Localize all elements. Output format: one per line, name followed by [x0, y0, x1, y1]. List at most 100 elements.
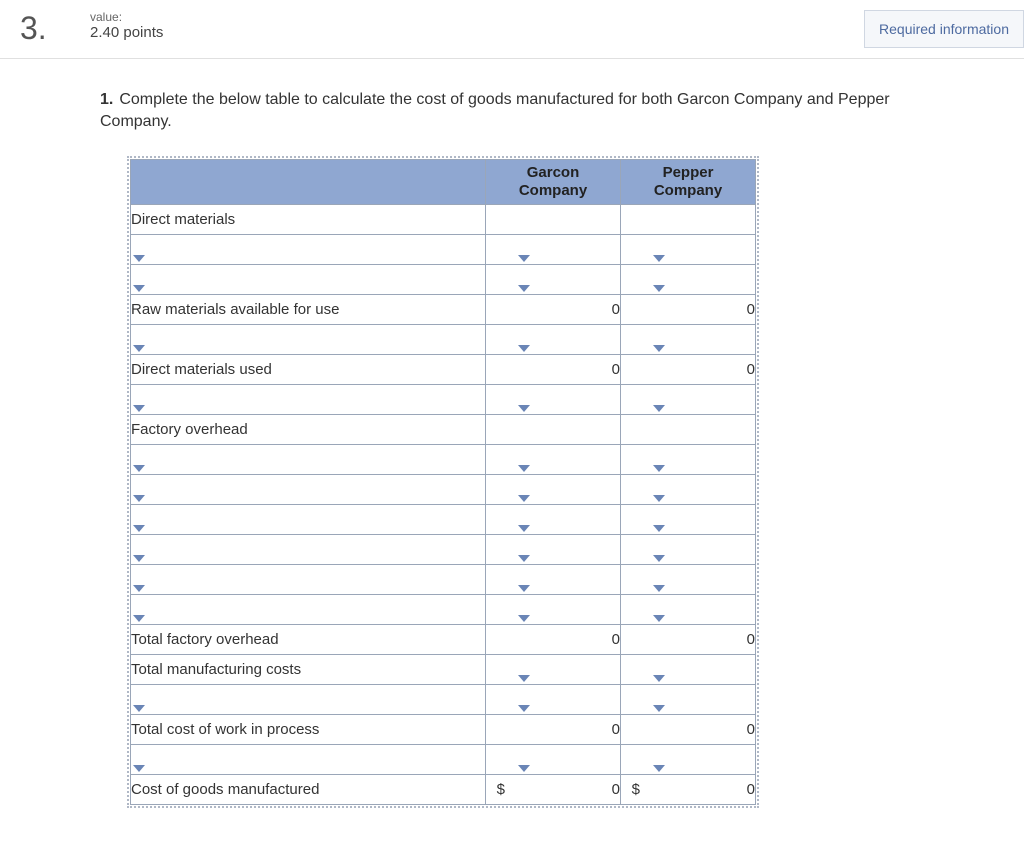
question-number: 3. — [20, 10, 60, 47]
pepper-symbol — [621, 204, 651, 234]
pepper-symbol — [621, 624, 651, 654]
garcon-symbol — [486, 564, 516, 594]
pepper-value[interactable] — [651, 444, 756, 474]
pepper-value[interactable] — [651, 234, 756, 264]
garcon-value[interactable] — [516, 534, 621, 564]
garcon-value[interactable] — [516, 744, 621, 774]
table-header-row: GarconCompanyPepperCompany — [131, 159, 756, 204]
pepper-value[interactable] — [651, 474, 756, 504]
pepper-value[interactable] — [651, 534, 756, 564]
garcon-symbol — [486, 474, 516, 504]
garcon-symbol — [486, 354, 516, 384]
garcon-value[interactable] — [516, 594, 621, 624]
table-row — [131, 564, 756, 594]
garcon-symbol — [486, 324, 516, 354]
pepper-symbol — [621, 294, 651, 324]
pepper-symbol — [621, 324, 651, 354]
row-label[interactable] — [131, 534, 486, 564]
garcon-symbol — [486, 624, 516, 654]
table-row: Total manufacturing costs — [131, 654, 756, 684]
pepper-value[interactable] — [651, 594, 756, 624]
table-row — [131, 384, 756, 414]
value-label: value: — [90, 10, 864, 24]
garcon-value[interactable] — [516, 684, 621, 714]
pepper-symbol: $ — [621, 774, 651, 804]
row-label[interactable] — [131, 744, 486, 774]
row-label[interactable] — [131, 684, 486, 714]
row-label[interactable] — [131, 474, 486, 504]
cogm-table: GarconCompanyPepperCompany Direct materi… — [130, 159, 756, 805]
row-label[interactable] — [131, 444, 486, 474]
table-row: Direct materials used 00 — [131, 354, 756, 384]
pepper-value[interactable] — [651, 264, 756, 294]
garcon-value[interactable] — [516, 234, 621, 264]
value-block: value: 2.40 points — [90, 10, 864, 41]
table-row: Cost of goods manufactured$0$0 — [131, 774, 756, 804]
row-label: Direct materials — [131, 204, 486, 234]
row-label: Factory overhead — [131, 414, 486, 444]
question-header: 3. value: 2.40 points Required informati… — [0, 0, 1024, 59]
garcon-value[interactable] — [516, 504, 621, 534]
pepper-value[interactable] — [651, 654, 756, 684]
row-label[interactable] — [131, 384, 486, 414]
garcon-value: 0 — [516, 624, 621, 654]
pepper-value: 0 — [651, 774, 756, 804]
garcon-value[interactable] — [516, 474, 621, 504]
row-label[interactable] — [131, 264, 486, 294]
table-row — [131, 744, 756, 774]
row-label[interactable] — [131, 594, 486, 624]
table-row: Direct materials — [131, 204, 756, 234]
row-label: Total factory overhead — [131, 624, 486, 654]
pepper-value[interactable] — [651, 684, 756, 714]
pepper-value[interactable] — [651, 384, 756, 414]
garcon-symbol — [486, 204, 516, 234]
header-pepper: PepperCompany — [621, 159, 756, 204]
table-row — [131, 324, 756, 354]
pepper-value[interactable] — [651, 744, 756, 774]
garcon-value[interactable] — [516, 444, 621, 474]
garcon-value[interactable] — [516, 264, 621, 294]
row-label[interactable] — [131, 324, 486, 354]
garcon-symbol — [486, 234, 516, 264]
pepper-symbol — [621, 414, 651, 444]
pepper-symbol — [621, 534, 651, 564]
row-label[interactable] — [131, 564, 486, 594]
pepper-symbol — [621, 744, 651, 774]
table-row — [131, 594, 756, 624]
row-label: Total cost of work in process — [131, 714, 486, 744]
garcon-symbol: $ — [486, 774, 516, 804]
garcon-value: 0 — [516, 774, 621, 804]
row-label[interactable] — [131, 234, 486, 264]
row-label: Direct materials used — [131, 354, 486, 384]
pepper-symbol — [621, 354, 651, 384]
garcon-symbol — [486, 294, 516, 324]
question-content: 1.Complete the below table to calculate … — [0, 59, 1024, 835]
garcon-value: 0 — [516, 354, 621, 384]
garcon-value[interactable] — [516, 564, 621, 594]
pepper-symbol — [621, 504, 651, 534]
pepper-value[interactable] — [651, 564, 756, 594]
pepper-value — [651, 414, 756, 444]
garcon-symbol — [486, 714, 516, 744]
garcon-symbol — [486, 684, 516, 714]
pepper-value: 0 — [651, 714, 756, 744]
garcon-value[interactable] — [516, 384, 621, 414]
instruction-number: 1. — [100, 91, 113, 108]
table-row: Factory overhead — [131, 414, 756, 444]
garcon-symbol — [486, 654, 516, 684]
pepper-value[interactable] — [651, 324, 756, 354]
row-label[interactable] — [131, 504, 486, 534]
table-row: Total factory overhead00 — [131, 624, 756, 654]
header-garcon: GarconCompany — [486, 159, 621, 204]
pepper-symbol — [621, 234, 651, 264]
pepper-symbol — [621, 264, 651, 294]
garcon-value[interactable] — [516, 324, 621, 354]
pepper-symbol — [621, 444, 651, 474]
row-label: Raw materials available for use — [131, 294, 486, 324]
pepper-value: 0 — [651, 354, 756, 384]
garcon-value[interactable] — [516, 654, 621, 684]
required-information-button[interactable]: Required information — [864, 10, 1024, 48]
table-row — [131, 534, 756, 564]
table-row — [131, 474, 756, 504]
pepper-value[interactable] — [651, 504, 756, 534]
